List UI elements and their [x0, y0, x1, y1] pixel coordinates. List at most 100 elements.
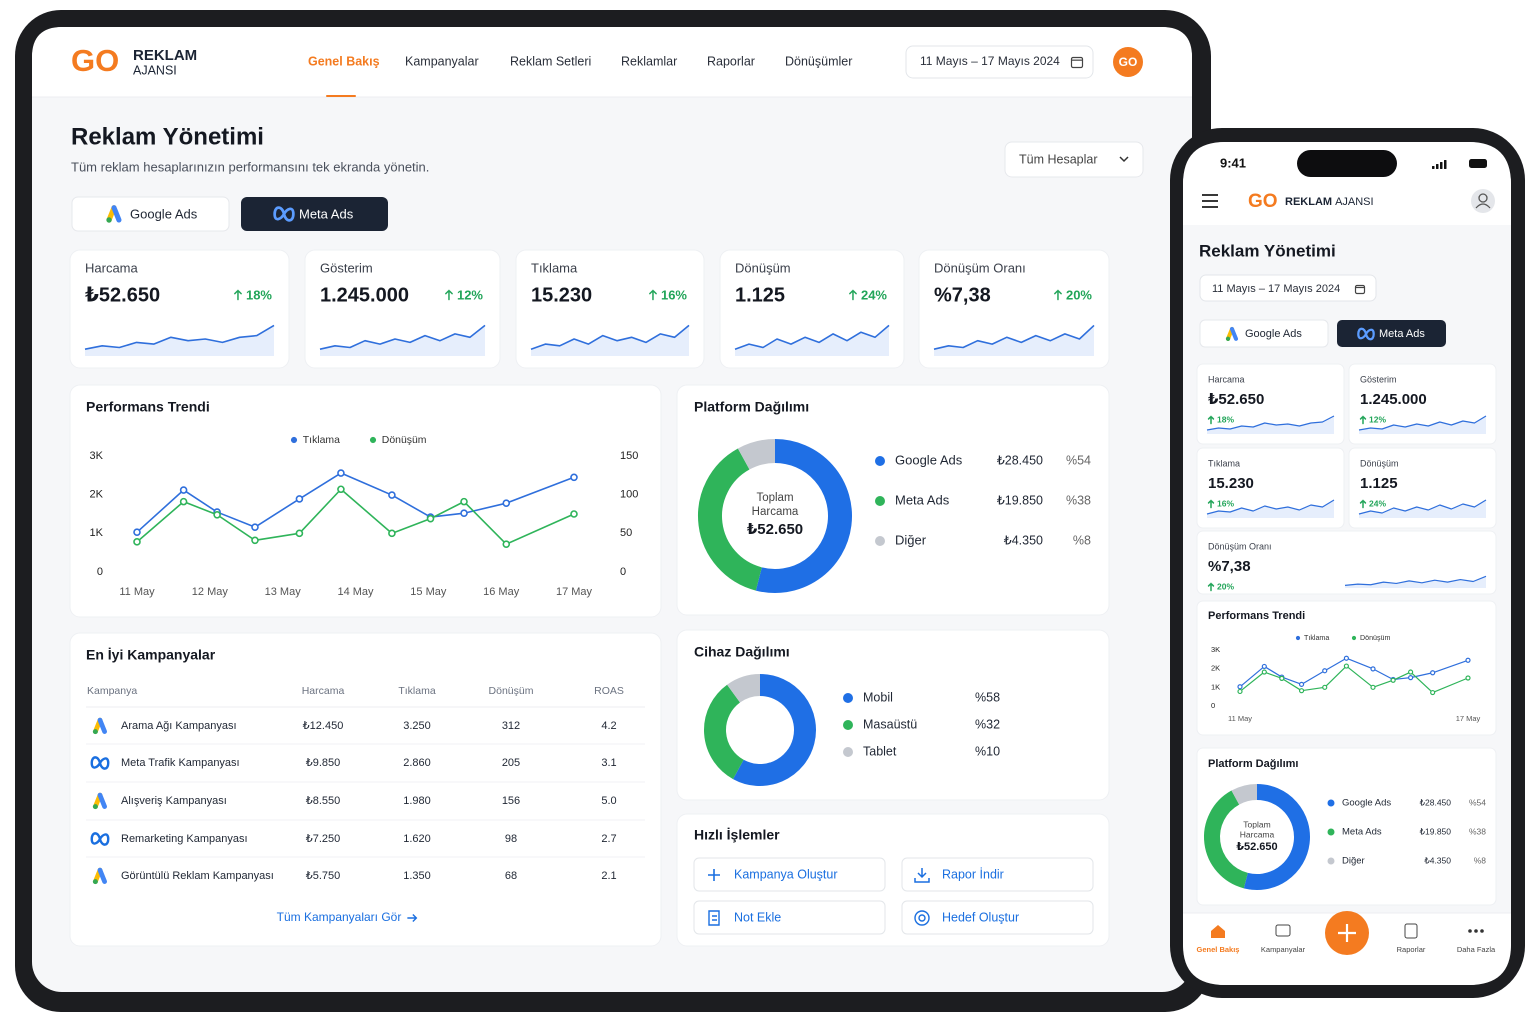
- action-label[interactable]: Rapor İndir: [942, 867, 1004, 881]
- action-button[interactable]: [901, 900, 1094, 935]
- table-cell: 2.7: [601, 833, 616, 845]
- avatar[interactable]: [1113, 47, 1143, 77]
- card-title: Platform Dağılımı: [694, 399, 809, 415]
- table-cell: 4.2: [601, 720, 616, 732]
- nav-item[interactable]: Raporlar: [707, 54, 755, 68]
- bottom-nav-label[interactable]: Raporlar: [1397, 945, 1426, 954]
- tab-meta[interactable]: [1337, 320, 1446, 347]
- action-button[interactable]: [693, 857, 886, 892]
- action-button[interactable]: [693, 900, 886, 935]
- tab-meta[interactable]: [241, 197, 388, 231]
- status-time: 9:41: [1220, 155, 1246, 170]
- google-icon-part: [92, 879, 98, 885]
- tab-meta-text: Meta Ads: [299, 206, 354, 221]
- line-point: [1370, 684, 1376, 690]
- icon-more: [1480, 929, 1484, 933]
- line-point: [337, 469, 345, 477]
- nav-item[interactable]: Genel Bakış: [308, 54, 380, 68]
- logo: GO: [71, 43, 119, 78]
- donut-segment: [1231, 784, 1258, 805]
- nav-item[interactable]: Dönüşümler: [785, 54, 852, 68]
- nav-active-underline: [326, 95, 356, 97]
- tab-google[interactable]: [1199, 319, 1329, 348]
- avatar[interactable]: [1471, 189, 1495, 213]
- card-title: Cihaz Dağılımı: [694, 644, 790, 660]
- legend-percent: %54: [1066, 453, 1091, 467]
- tab-google-text: Google Ads: [1245, 328, 1302, 340]
- x-tick-label: 15 May: [410, 586, 447, 598]
- kpi-value: 15.230: [1208, 475, 1254, 492]
- line-point: [1261, 669, 1267, 675]
- donut-segment: [737, 439, 776, 470]
- kpi-change: 16%: [1217, 498, 1234, 508]
- up-arrow: [1359, 415, 1367, 425]
- tab-google[interactable]: [71, 196, 230, 232]
- action-label[interactable]: Not Ekle: [734, 910, 781, 924]
- action-label[interactable]: Hedef Oluştur: [942, 910, 1019, 924]
- legend-percent: %32: [975, 717, 1000, 731]
- account-select[interactable]: [1004, 141, 1144, 178]
- logo: GO: [1248, 191, 1278, 212]
- table-cell: ₺5.750: [306, 870, 341, 882]
- action-label[interactable]: Kampanya Oluştur: [734, 867, 838, 881]
- nav-item[interactable]: Reklamlar: [621, 54, 677, 68]
- donut-segment: [733, 674, 816, 786]
- bottom-nav-label[interactable]: Daha Fazla: [1457, 945, 1496, 954]
- up-arrow: [1207, 499, 1215, 509]
- legend-dot: [1295, 635, 1301, 641]
- x-tick-label: 16 May: [483, 586, 520, 598]
- donut-segment: [704, 684, 745, 780]
- donut-center-value: ₺52.650: [1236, 841, 1277, 853]
- date-picker[interactable]: [1199, 274, 1377, 302]
- donut-segment: [1243, 784, 1310, 890]
- up-arrow: [849, 289, 857, 301]
- legend-percent: %54: [1469, 797, 1486, 807]
- meta-icon: [90, 756, 110, 770]
- meta-icon: [273, 206, 295, 222]
- legend-name: Mobil: [863, 690, 893, 704]
- icon-note: [708, 910, 720, 926]
- kpi-change: 12%: [1369, 414, 1386, 424]
- table-link[interactable]: Tüm Kampanyaları Gör: [277, 910, 402, 924]
- legend-dot: [875, 536, 885, 546]
- legend-amount: ₺4.350: [1424, 855, 1451, 865]
- kpi-change: 24%: [1369, 498, 1386, 508]
- bottom-nav-label[interactable]: Kampanyalar: [1261, 945, 1306, 954]
- kpi-value: %7,38: [1208, 558, 1251, 575]
- x-tick-label: 11 May: [1228, 714, 1252, 723]
- phone-notch: [1297, 150, 1397, 177]
- legend-dot: [843, 720, 853, 730]
- legend-dot: [1327, 857, 1335, 865]
- icon-plus: [708, 869, 720, 881]
- x-tick-label: 11 May: [119, 586, 155, 598]
- legend-amount: ₺19.850: [1420, 826, 1452, 836]
- kpi-change: 18%: [1217, 414, 1234, 424]
- nav-item[interactable]: Reklam Setleri: [510, 54, 591, 68]
- tab-google-text: Google Ads: [130, 206, 198, 221]
- brand-name: REKLAM: [1285, 196, 1332, 208]
- bottom-nav-label[interactable]: Genel Bakış: [1197, 945, 1240, 954]
- avatar-text: GO: [1119, 55, 1138, 69]
- table-cell: 312: [502, 720, 520, 732]
- line-point: [570, 473, 578, 482]
- legend-dot: [875, 456, 885, 466]
- legend-name: Diğer: [1342, 856, 1365, 867]
- phone-header: [1183, 142, 1511, 225]
- kpi-value: 1.125: [735, 284, 785, 306]
- line-point: [133, 528, 141, 536]
- x-tick-label: 17 May: [1456, 714, 1481, 723]
- date-picker[interactable]: [905, 45, 1094, 79]
- tab-meta-text: Meta Ads: [1379, 328, 1425, 340]
- nav-item[interactable]: Kampanyalar: [405, 54, 479, 68]
- line-point: [1261, 663, 1267, 670]
- up-arrow: [234, 289, 242, 301]
- kpi-change: 12%: [457, 287, 483, 302]
- action-button[interactable]: [901, 857, 1094, 892]
- donut-center-label: Toplam: [1243, 819, 1270, 829]
- line-point: [1465, 675, 1471, 681]
- table-cell: Remarketing Kampanyası: [121, 833, 248, 845]
- line-point: [388, 529, 396, 538]
- kpi-label: Tıklama: [1208, 458, 1240, 468]
